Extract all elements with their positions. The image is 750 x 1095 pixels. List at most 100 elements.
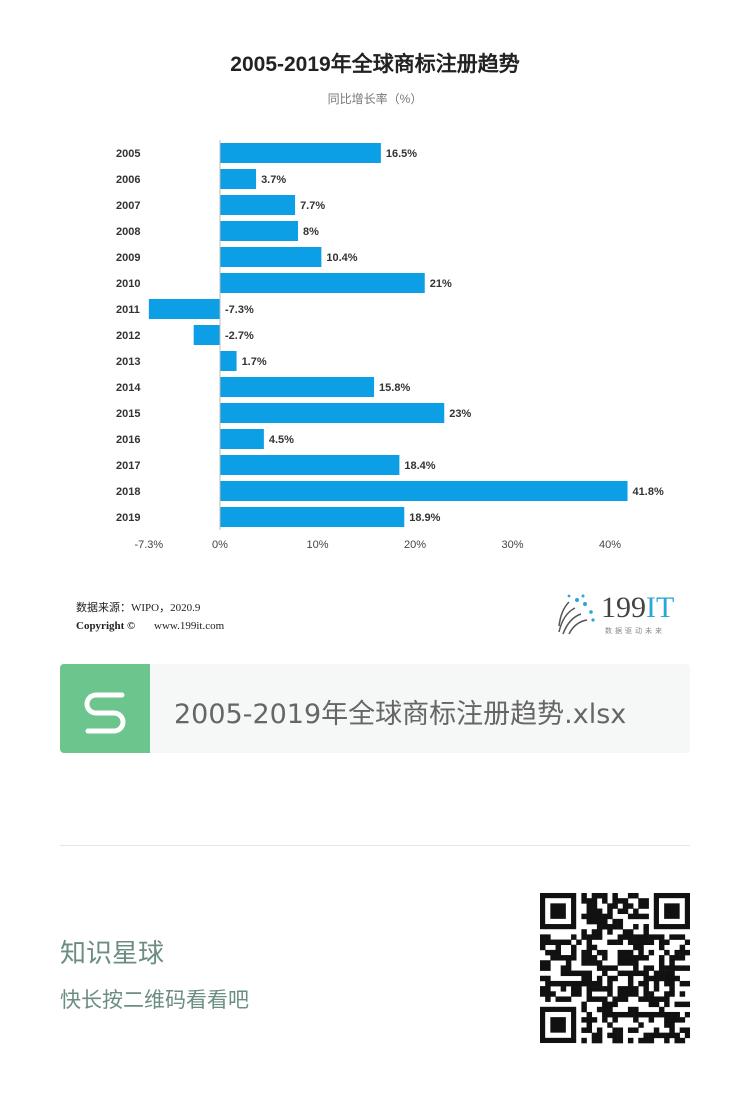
bar (220, 143, 381, 163)
qr-module (591, 960, 598, 966)
qr-module (591, 980, 598, 987)
qr-module (602, 1017, 608, 1023)
qr-module (540, 975, 546, 982)
qr-module (648, 1001, 655, 1008)
qr-module (627, 934, 634, 940)
qr-module (560, 980, 567, 987)
qr-module (560, 986, 567, 992)
qr-module (602, 965, 608, 971)
qr-module (627, 929, 634, 935)
qr-module (648, 996, 655, 1002)
qr-module (664, 965, 670, 971)
qr-module (622, 929, 629, 935)
qr-module (627, 980, 634, 987)
qr-finder (664, 903, 680, 919)
logo-199it: 199IT 数据驱动未来 (555, 592, 695, 636)
qr-module (679, 934, 686, 940)
qr-module (658, 934, 665, 940)
qr-module (674, 1011, 680, 1018)
qr-module (586, 908, 593, 914)
qr-module (581, 913, 587, 920)
qr-module (643, 898, 649, 904)
qr-module (612, 1011, 618, 1018)
qr-module (545, 939, 551, 946)
logo-text: 199IT (601, 591, 675, 624)
website-link[interactable]: www.199it.com (154, 620, 225, 632)
qr-module (633, 986, 639, 992)
qr-module (684, 1032, 690, 1039)
data-label: -7.3% (225, 304, 254, 316)
qr-module (684, 949, 690, 956)
qr-module (545, 980, 551, 987)
qr-module (627, 955, 634, 961)
qr-module (550, 939, 556, 946)
qr-module (653, 934, 660, 940)
qr-module (627, 991, 634, 997)
category-label: 2018 (116, 486, 140, 498)
data-label: 15.8% (379, 382, 410, 394)
qr-module (633, 939, 639, 946)
qr-module (545, 996, 551, 1002)
qr-module (674, 975, 680, 982)
qr-module (565, 955, 572, 961)
qr-module (612, 924, 618, 930)
promo-hint: 快长按二维码看看吧 (60, 988, 249, 1012)
qr-module (643, 975, 649, 982)
qr-module (617, 996, 624, 1002)
qr-module (586, 913, 593, 920)
divider (60, 845, 690, 846)
qr-module (669, 934, 675, 940)
qr-module (658, 960, 665, 966)
qr-module (596, 986, 603, 992)
qr-module (658, 1006, 665, 1013)
data-label: 21% (430, 278, 452, 290)
qr-module (653, 970, 660, 977)
qr-module (648, 939, 655, 946)
qr-module (617, 918, 624, 925)
file-name: 2005-2019年全球商标注册趋势.xlsx (174, 699, 627, 730)
qr-module (596, 996, 603, 1002)
qr-module (627, 913, 634, 920)
qr-module (565, 970, 572, 977)
qr-module (612, 903, 618, 909)
qr-code[interactable] (540, 893, 690, 1045)
qr-module (612, 1017, 618, 1023)
qr-module (565, 965, 572, 971)
qr-module (627, 975, 634, 982)
qr-module (633, 965, 639, 971)
qr-module (643, 986, 649, 992)
qr-module (617, 1037, 624, 1044)
qr-module (638, 949, 644, 956)
chart-title: 2005-2019年全球商标注册趋势 (230, 53, 520, 76)
qr-module (669, 970, 675, 977)
qr-module (658, 996, 665, 1002)
qr-module (664, 975, 670, 982)
qr-module (565, 980, 572, 987)
data-source: 数据来源：WIPO，2020.9 (76, 602, 201, 614)
qr-module (684, 1001, 690, 1008)
x-tick-label: 10% (306, 539, 328, 551)
qr-module (622, 991, 629, 997)
x-tick-label: 40% (599, 539, 621, 551)
qr-module (576, 970, 582, 977)
qr-module (638, 913, 644, 920)
qr-module (643, 913, 649, 920)
qr-module (591, 893, 598, 899)
qr-module (638, 1037, 644, 1044)
qr-module (545, 965, 551, 971)
qr-module (638, 944, 644, 951)
file-attachment-card[interactable]: 2005-2019年全球商标注册趋势.xlsx (60, 664, 690, 753)
qr-module (555, 980, 561, 987)
qr-module (550, 980, 556, 987)
qr-module (643, 980, 649, 987)
qr-module (607, 924, 613, 930)
qr-module (633, 934, 639, 940)
qr-module (617, 960, 624, 966)
qr-module (565, 939, 572, 946)
qr-module (581, 929, 587, 935)
qr-module (648, 975, 655, 982)
qr-module (550, 991, 556, 997)
qr-module (679, 949, 686, 956)
qr-module (674, 949, 680, 956)
qr-module (591, 929, 598, 935)
